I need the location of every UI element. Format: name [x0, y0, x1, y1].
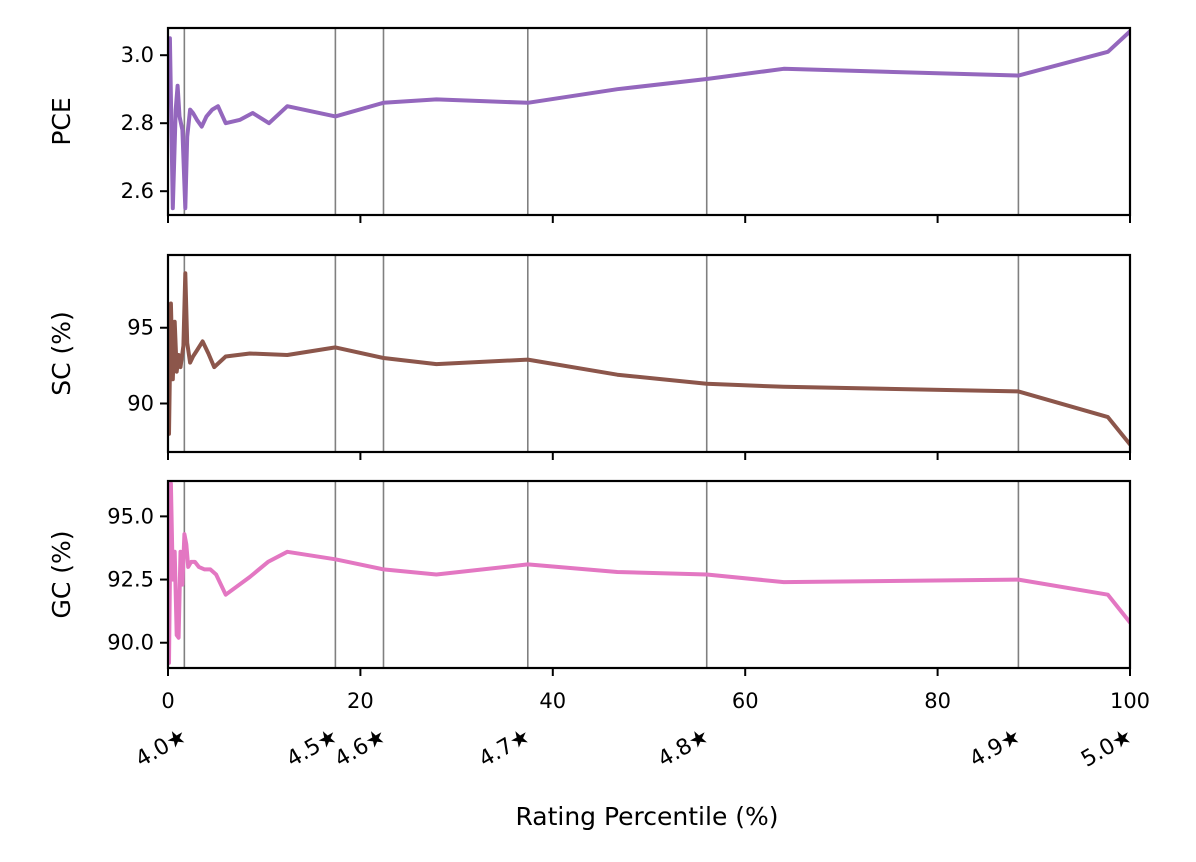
rating-label: 4.5★ [283, 724, 343, 773]
y-tick-label: 90 [127, 392, 154, 416]
rating-label: 4.6★ [331, 724, 391, 773]
y-tick-label: 2.6 [121, 179, 154, 203]
y-tick-label: 90.0 [107, 631, 154, 655]
rating-label: 4.8★ [654, 724, 714, 773]
y-tick-label: 95 [127, 316, 154, 340]
rating-label: 4.9★ [966, 724, 1026, 773]
x-tick-label: 40 [539, 689, 566, 713]
series-line [168, 481, 1130, 665]
series-line [168, 271, 1130, 447]
panel-frame [166, 479, 1132, 670]
panels-layer: 2.6 2.8 3.0 PCE 90 95 SC (%) 90.0 92.5 95.0 GC (%) [47, 26, 1132, 676]
x-tick-label: 60 [732, 689, 759, 713]
y-tick-label: 3.0 [121, 43, 154, 67]
x-tick-label: 0 [161, 689, 174, 713]
x-axis: 0 20 40 60 80 100 4.0★ 4.5★4.6★ 4.7★ 4.8★ 4.9★ 5.0★ [131, 689, 1150, 773]
y-tick-label: 92.5 [107, 568, 154, 592]
y-axis-label: PCE [47, 97, 76, 145]
y-axis-label: GC (%) [47, 530, 76, 618]
x-tick-label: 100 [1110, 689, 1150, 713]
x-tick-label: 20 [347, 689, 374, 713]
panel-frame [166, 253, 1132, 454]
x-axis-label: Rating Percentile (%) [515, 802, 778, 831]
rating-label: 5.0★ [1077, 724, 1137, 773]
series-line [168, 29, 1130, 211]
rating-label: 4.7★ [475, 724, 535, 773]
panel-frame [166, 26, 1132, 217]
x-tick-label: 80 [924, 689, 951, 713]
panel-2: 90.0 92.5 95.0 GC (%) [47, 479, 1132, 676]
panel-0: 2.6 2.8 3.0 PCE [47, 26, 1132, 223]
y-tick-label: 95.0 [107, 504, 154, 528]
y-tick-label: 2.8 [121, 111, 154, 135]
y-axis-label: SC (%) [47, 311, 76, 396]
rating-label: 4.0★ [131, 724, 191, 773]
panel-1: 90 95 SC (%) [47, 253, 1132, 460]
